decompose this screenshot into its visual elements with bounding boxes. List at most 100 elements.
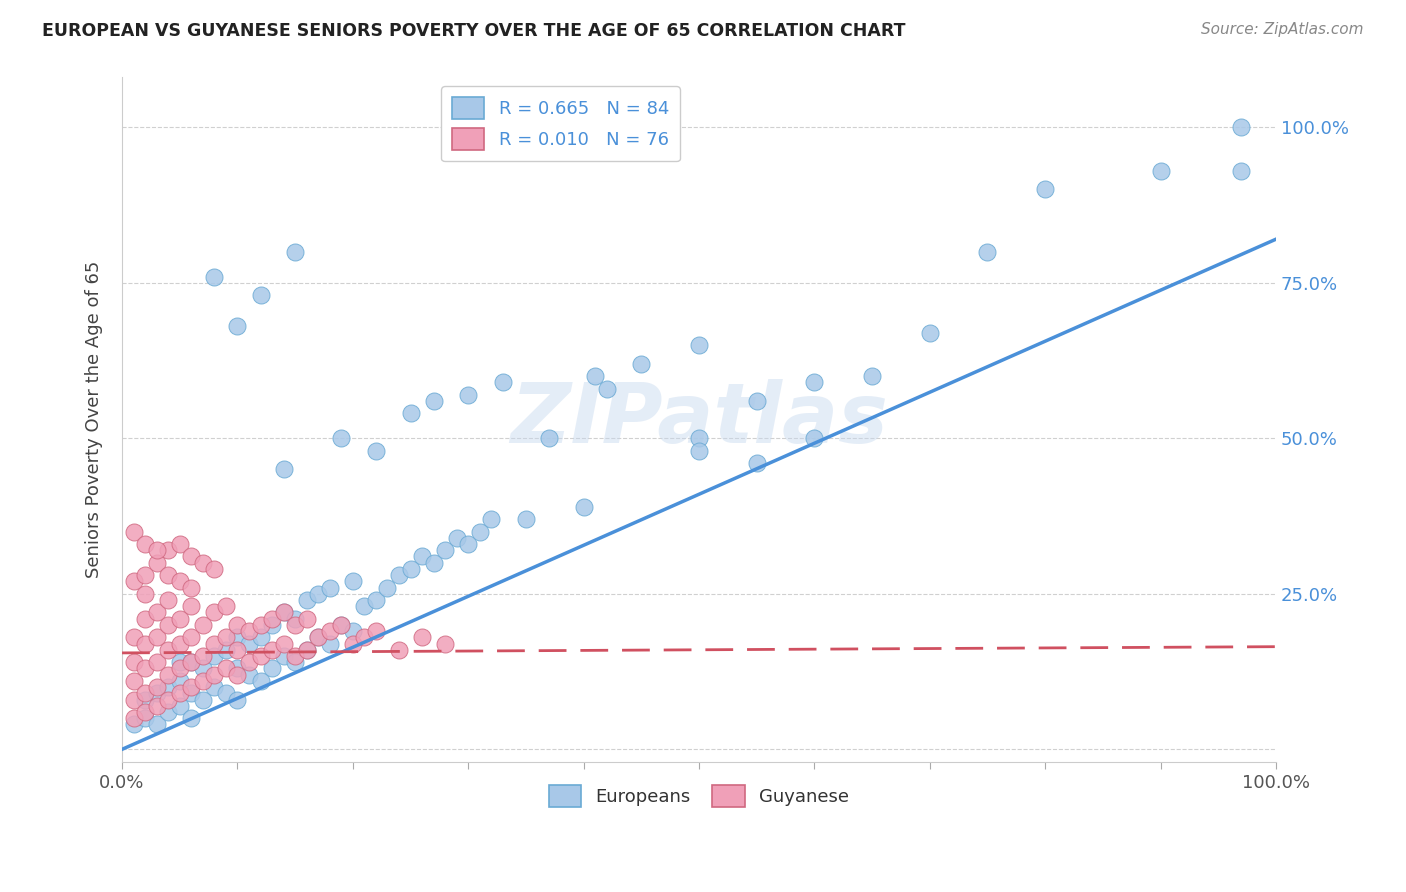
Point bbox=[249, 673, 271, 688]
Point bbox=[226, 661, 249, 675]
Point bbox=[145, 680, 167, 694]
Point bbox=[169, 537, 191, 551]
Point bbox=[1149, 163, 1171, 178]
Y-axis label: Seniors Poverty Over the Age of 65: Seniors Poverty Over the Age of 65 bbox=[86, 261, 103, 578]
Point bbox=[180, 549, 202, 564]
Point bbox=[446, 531, 468, 545]
Point bbox=[191, 692, 214, 706]
Point bbox=[492, 376, 515, 390]
Point bbox=[330, 618, 353, 632]
Point bbox=[169, 673, 191, 688]
Point bbox=[249, 648, 271, 663]
Point bbox=[295, 612, 318, 626]
Point bbox=[169, 612, 191, 626]
Point bbox=[249, 631, 271, 645]
Point bbox=[169, 636, 191, 650]
Point bbox=[169, 698, 191, 713]
Point bbox=[273, 606, 295, 620]
Point bbox=[260, 661, 283, 675]
Point bbox=[215, 599, 238, 614]
Point bbox=[134, 686, 156, 700]
Point bbox=[353, 599, 375, 614]
Point bbox=[364, 443, 387, 458]
Point bbox=[157, 642, 180, 657]
Point bbox=[583, 369, 606, 384]
Point bbox=[215, 631, 238, 645]
Point bbox=[342, 624, 364, 639]
Point bbox=[180, 631, 202, 645]
Point bbox=[399, 406, 422, 420]
Point bbox=[169, 661, 191, 675]
Point bbox=[226, 319, 249, 334]
Point bbox=[226, 618, 249, 632]
Point bbox=[284, 618, 307, 632]
Point bbox=[273, 462, 295, 476]
Point bbox=[572, 500, 595, 514]
Point bbox=[169, 655, 191, 669]
Point bbox=[202, 667, 225, 681]
Point bbox=[688, 443, 710, 458]
Point bbox=[122, 524, 145, 539]
Point bbox=[399, 562, 422, 576]
Point bbox=[145, 698, 167, 713]
Text: ZIPatlas: ZIPatlas bbox=[510, 379, 889, 460]
Point bbox=[180, 655, 202, 669]
Point bbox=[157, 692, 180, 706]
Point bbox=[202, 562, 225, 576]
Point bbox=[249, 288, 271, 302]
Point bbox=[180, 686, 202, 700]
Text: Source: ZipAtlas.com: Source: ZipAtlas.com bbox=[1201, 22, 1364, 37]
Point bbox=[157, 667, 180, 681]
Point bbox=[202, 680, 225, 694]
Point bbox=[273, 636, 295, 650]
Point bbox=[330, 431, 353, 445]
Point bbox=[226, 667, 249, 681]
Point bbox=[191, 618, 214, 632]
Point bbox=[457, 388, 479, 402]
Point bbox=[515, 512, 537, 526]
Point bbox=[180, 581, 202, 595]
Point bbox=[688, 338, 710, 352]
Point bbox=[976, 244, 998, 259]
Text: EUROPEAN VS GUYANESE SENIORS POVERTY OVER THE AGE OF 65 CORRELATION CHART: EUROPEAN VS GUYANESE SENIORS POVERTY OVE… bbox=[42, 22, 905, 40]
Point bbox=[202, 606, 225, 620]
Point bbox=[295, 593, 318, 607]
Point bbox=[134, 568, 156, 582]
Point bbox=[157, 568, 180, 582]
Point bbox=[134, 692, 156, 706]
Point bbox=[134, 711, 156, 725]
Point bbox=[134, 587, 156, 601]
Point bbox=[202, 648, 225, 663]
Point bbox=[238, 655, 260, 669]
Point bbox=[307, 631, 329, 645]
Point bbox=[364, 593, 387, 607]
Point bbox=[238, 667, 260, 681]
Point bbox=[284, 612, 307, 626]
Point bbox=[377, 581, 399, 595]
Point bbox=[319, 624, 342, 639]
Point bbox=[215, 661, 238, 675]
Point bbox=[180, 680, 202, 694]
Point bbox=[145, 556, 167, 570]
Point bbox=[596, 382, 619, 396]
Point bbox=[803, 376, 825, 390]
Point bbox=[918, 326, 941, 340]
Point bbox=[260, 618, 283, 632]
Point bbox=[122, 655, 145, 669]
Point bbox=[157, 543, 180, 558]
Point bbox=[273, 606, 295, 620]
Point bbox=[122, 574, 145, 589]
Point bbox=[319, 636, 342, 650]
Point bbox=[226, 631, 249, 645]
Point bbox=[249, 618, 271, 632]
Point bbox=[745, 393, 768, 408]
Point bbox=[1033, 182, 1056, 196]
Point bbox=[134, 612, 156, 626]
Point bbox=[145, 543, 167, 558]
Point bbox=[342, 636, 364, 650]
Point bbox=[122, 631, 145, 645]
Point bbox=[284, 648, 307, 663]
Point bbox=[215, 642, 238, 657]
Point bbox=[388, 642, 411, 657]
Point bbox=[202, 636, 225, 650]
